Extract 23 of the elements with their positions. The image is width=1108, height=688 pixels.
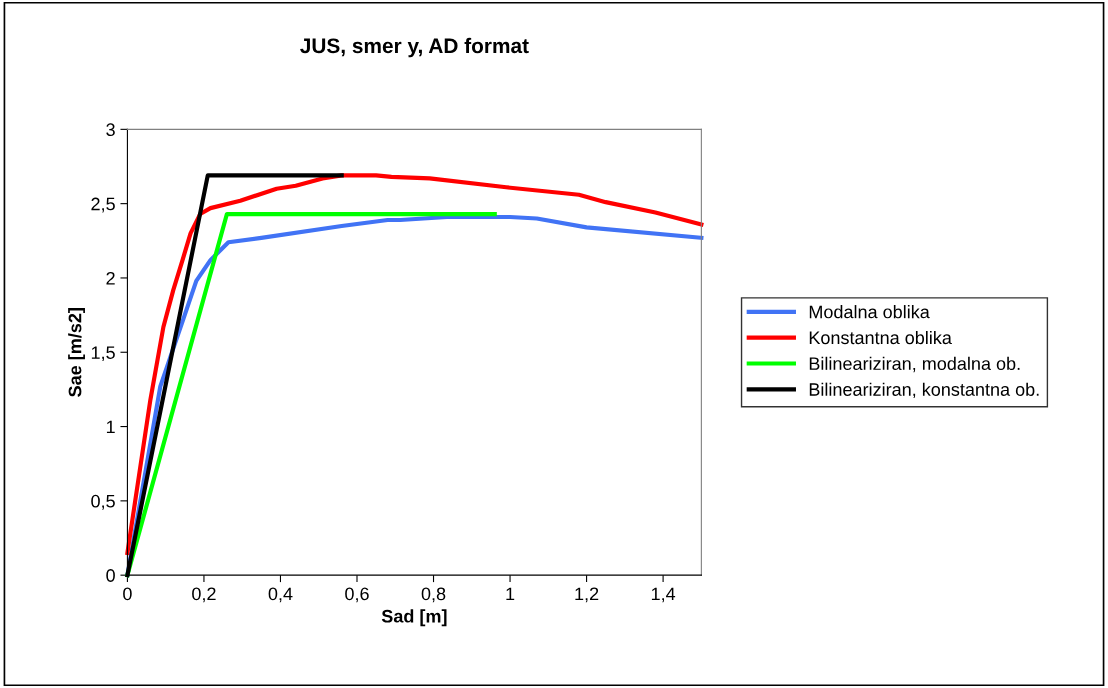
legend-label: Bilineariziran, modalna ob. — [809, 356, 1020, 373]
legend-label: Konstantna oblika — [809, 330, 952, 345]
legend-label: Modalna oblika — [809, 305, 930, 319]
y-tick-label: 1,5 — [91, 346, 115, 362]
x-axis-title: Sad [m] — [381, 609, 447, 627]
y-axis-title: Sae [m/s2] — [68, 308, 85, 397]
x-tick-label: 1,4 — [651, 587, 676, 603]
x-tick-label: 1 — [506, 587, 515, 601]
legend-label: Bilineariziran, konstantna ob. — [809, 382, 1039, 399]
y-tick-label: 0 — [106, 569, 115, 582]
line-series — [125, 173, 704, 555]
x-tick-label: 1,2 — [575, 587, 599, 603]
y-tick-label: 2,5 — [91, 197, 115, 213]
x-tick-label: 0,4 — [268, 587, 293, 603]
y-tick-label: 0,5 — [91, 494, 115, 510]
x-tick-label: 0,6 — [345, 587, 369, 603]
x-tick-label: 0,8 — [421, 587, 446, 603]
chart-title: JUS, smer y, AD format — [300, 37, 529, 58]
y-tick-label: 3 — [106, 123, 115, 137]
y-tick-label: 1 — [106, 420, 115, 434]
y-tick-label: 2 — [106, 271, 115, 285]
x-tick-label: 0,2 — [192, 587, 216, 603]
x-tick-label: 0 — [123, 587, 132, 601]
